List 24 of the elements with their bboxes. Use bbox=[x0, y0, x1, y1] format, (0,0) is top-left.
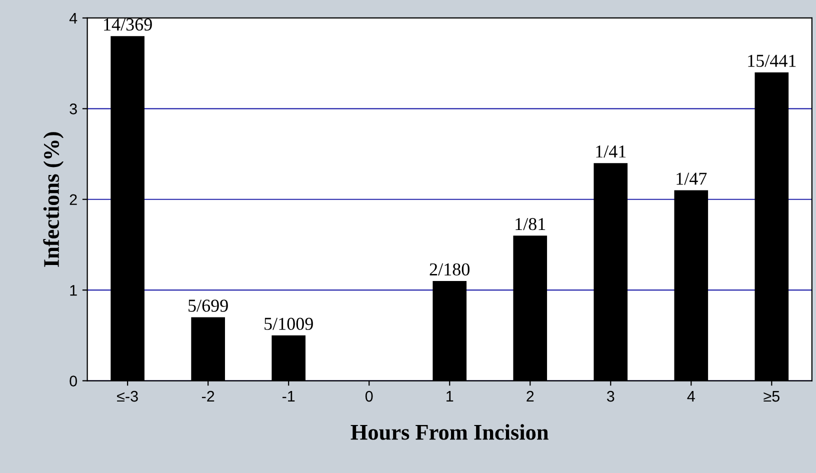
x-tick-label: ≥5 bbox=[764, 391, 780, 402]
data-label: 14/369 bbox=[104, 18, 152, 31]
data-label: 1/47 bbox=[676, 172, 707, 185]
data-label: 15/441 bbox=[748, 54, 796, 67]
data-label: 1/81 bbox=[516, 218, 546, 230]
y-tick-label: 4 bbox=[69, 13, 78, 24]
y-axis-title: Infections (%) bbox=[43, 132, 64, 267]
y-tick-label: 1 bbox=[70, 285, 77, 296]
data-label: 2/180 bbox=[430, 263, 470, 276]
y-tick-label: 2 bbox=[70, 194, 77, 205]
x-tick-label: 1 bbox=[446, 391, 454, 402]
y-tick-label: 0 bbox=[70, 376, 77, 386]
x-tick-label: ≤-3 bbox=[117, 390, 138, 402]
data-label: 5/1009 bbox=[264, 318, 313, 330]
x-tick-label: 3 bbox=[606, 390, 614, 402]
x-tick-label: 0 bbox=[365, 390, 373, 402]
x-tick-label: 4 bbox=[687, 391, 695, 402]
y-tick-label: 3 bbox=[70, 104, 77, 114]
data-label: 1/41 bbox=[596, 146, 626, 158]
x-tick-label: -1 bbox=[282, 391, 295, 402]
x-tick-label: -2 bbox=[202, 390, 214, 402]
x-axis-title: Hours From Incision bbox=[350, 424, 548, 440]
x-tick-label: 2 bbox=[526, 390, 534, 402]
data-label: 5/699 bbox=[188, 300, 228, 312]
